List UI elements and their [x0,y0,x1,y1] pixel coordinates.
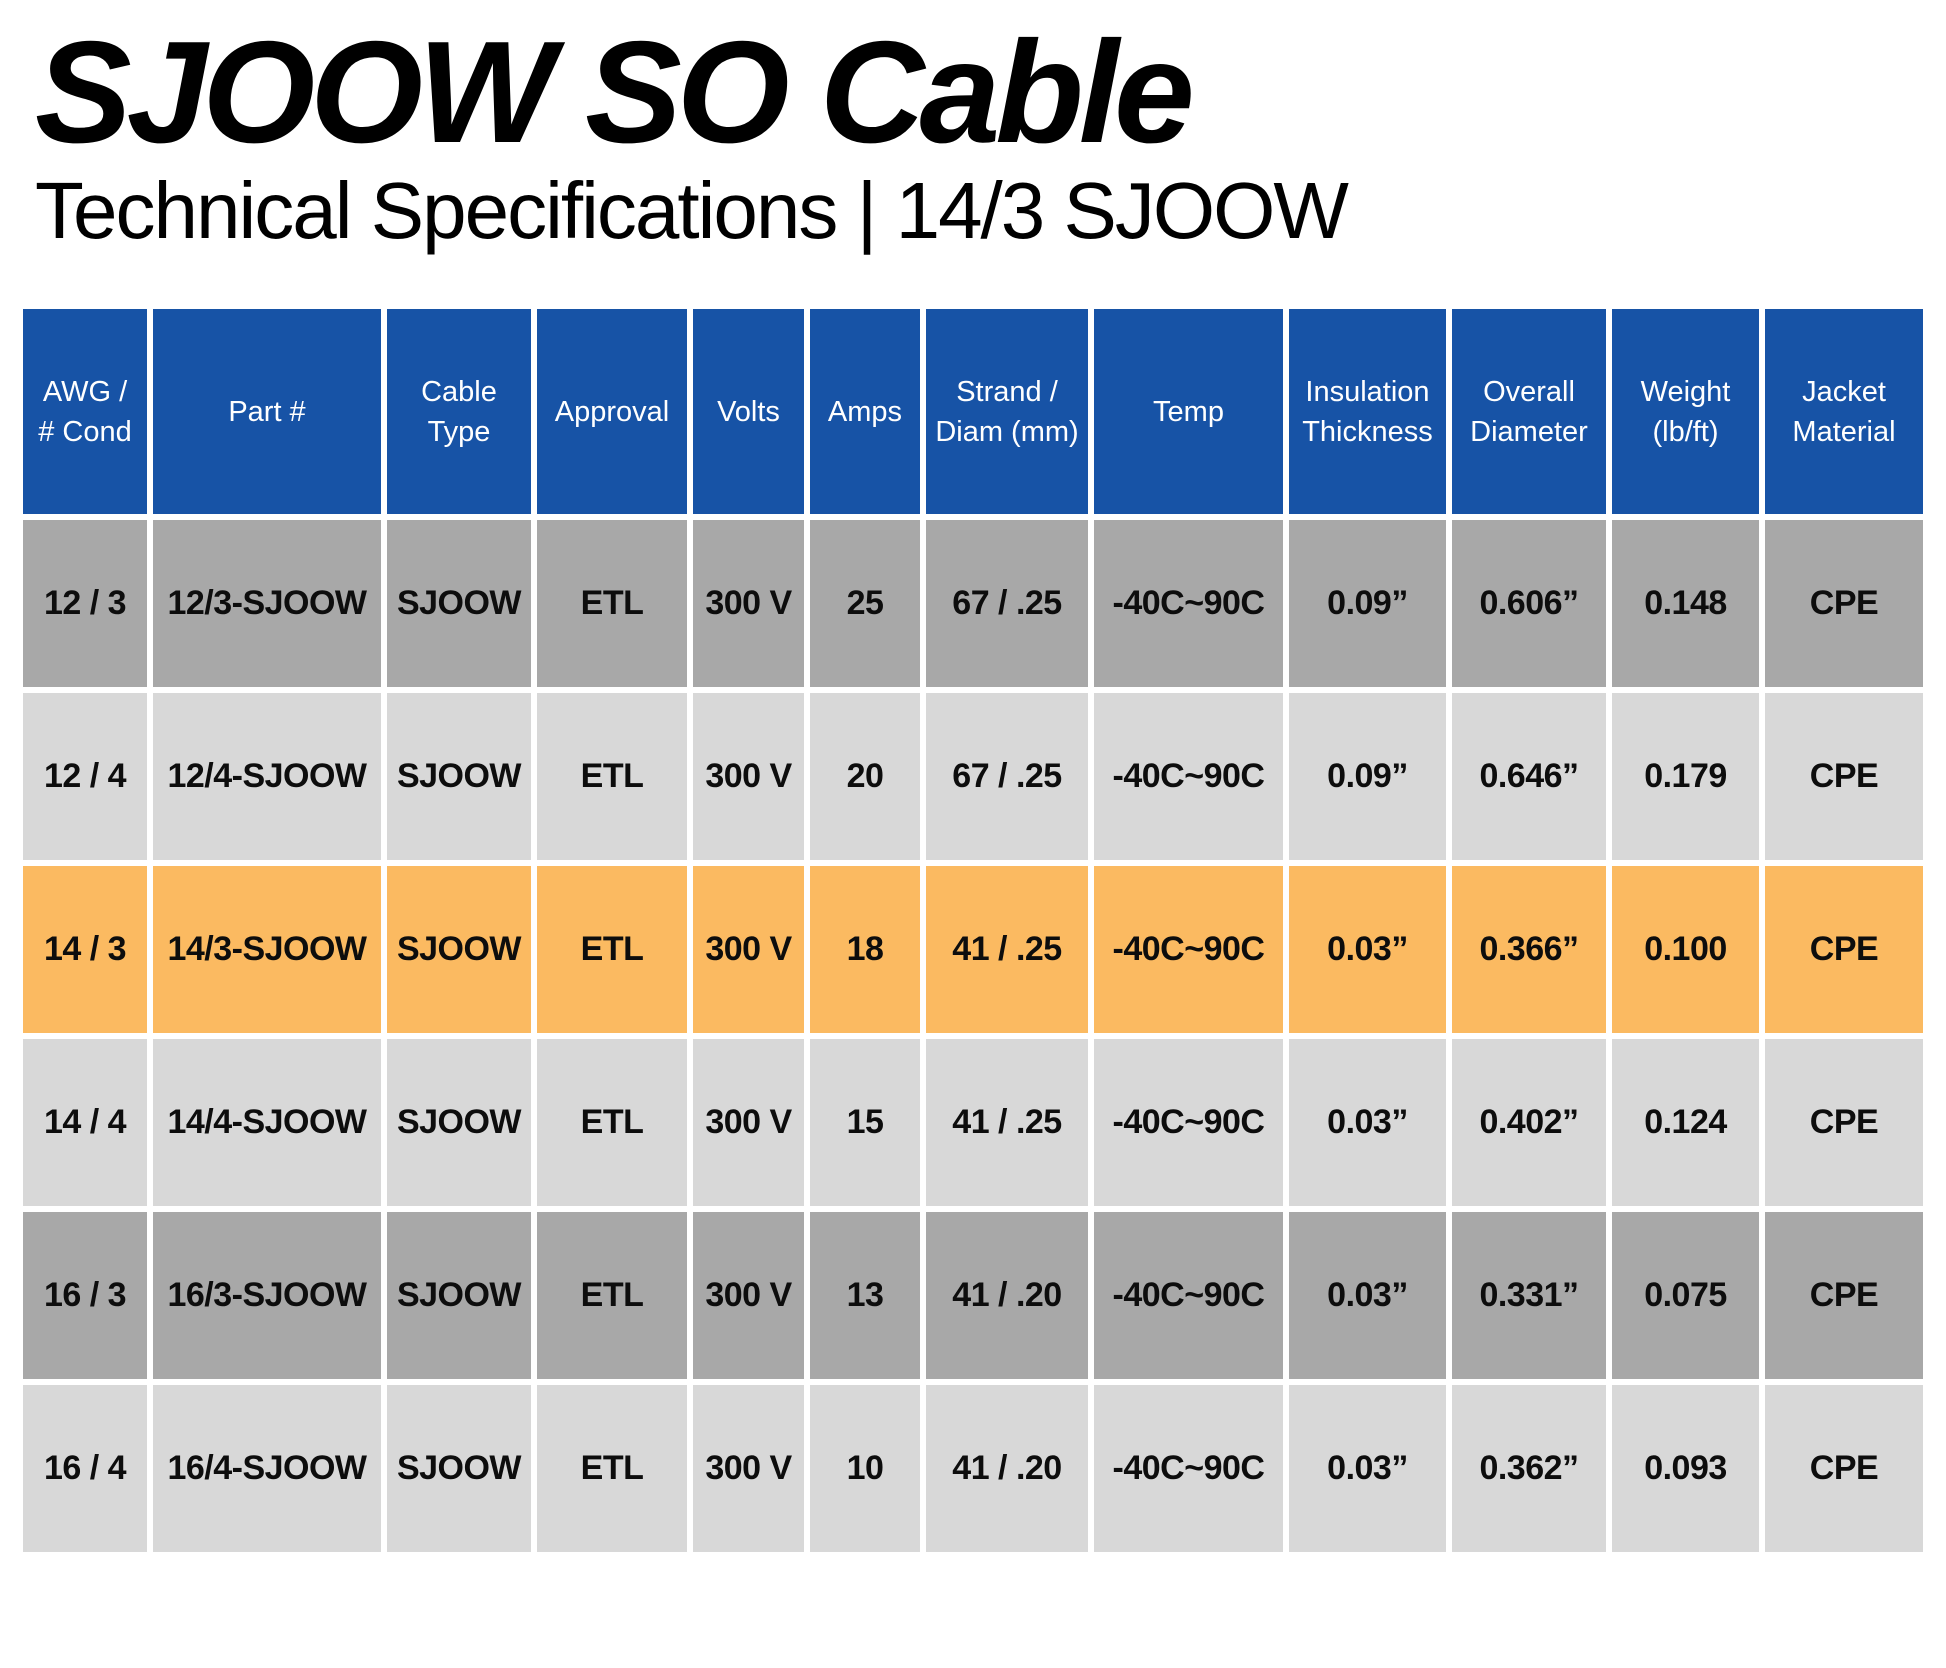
cell-cable-type: SJOOW [387,866,531,1034]
cell-amps: 25 [810,520,920,688]
cell-approval: ETL [537,520,687,688]
table-row-14-3-sjoow-highlighted: 14 / 3 14/3-SJOOW SJOOW ETL 300 V 18 41 … [23,866,1923,1034]
column-header-insulation-thickness: Insulation Thickness [1289,309,1446,515]
cell-overall-diameter: 0.331” [1452,1212,1606,1380]
cell-amps: 20 [810,693,920,861]
cell-awg-cond: 16 / 4 [23,1385,147,1553]
cell-insulation: 0.09” [1289,693,1446,861]
table-row-12-3-sjoow: 12 / 3 12/3-SJOOW SJOOW ETL 300 V 25 67 … [23,520,1923,688]
table-row-16-4-sjoow: 16 / 4 16/4-SJOOW SJOOW ETL 300 V 10 41 … [23,1385,1923,1553]
cell-volts: 300 V [693,1385,804,1553]
cell-awg-cond: 16 / 3 [23,1212,147,1380]
cell-amps: 13 [810,1212,920,1380]
table-row-12-4-sjoow: 12 / 4 12/4-SJOOW SJOOW ETL 300 V 20 67 … [23,693,1923,861]
cell-amps: 10 [810,1385,920,1553]
cell-cable-type: SJOOW [387,1039,531,1207]
cell-strand-diam: 41 / .25 [926,1039,1088,1207]
cell-approval: ETL [537,693,687,861]
table-row-16-3-sjoow: 16 / 3 16/3-SJOOW SJOOW ETL 300 V 13 41 … [23,1212,1923,1380]
cell-temp: -40C~90C [1094,693,1283,861]
cell-jacket-material: CPE [1765,1039,1923,1207]
cell-overall-diameter: 0.402” [1452,1039,1606,1207]
spec-table: AWG / # Cond Part # Cable Type Approval … [23,309,1923,1553]
cell-weight: 0.148 [1612,520,1759,688]
cell-volts: 300 V [693,1212,804,1380]
cell-volts: 300 V [693,866,804,1034]
cell-jacket-material: CPE [1765,866,1923,1034]
cell-jacket-material: CPE [1765,1212,1923,1380]
column-header-volts: Volts [693,309,804,515]
cell-weight: 0.100 [1612,866,1759,1034]
page-title: SJOOW SO Cable [35,11,1195,173]
column-header-awg-cond: AWG / # Cond [23,309,147,515]
cell-cable-type: SJOOW [387,1212,531,1380]
cell-temp: -40C~90C [1094,1039,1283,1207]
column-header-strand-diam: Strand / Diam (mm) [926,309,1088,515]
cell-awg-cond: 14 / 3 [23,866,147,1034]
column-header-part-number: Part # [153,309,381,515]
table-header-row: AWG / # Cond Part # Cable Type Approval … [23,309,1923,515]
cell-part-number: 14/3-SJOOW [153,866,381,1034]
cell-temp: -40C~90C [1094,520,1283,688]
cell-overall-diameter: 0.362” [1452,1385,1606,1553]
cell-part-number: 16/4-SJOOW [153,1385,381,1553]
cell-cable-type: SJOOW [387,1385,531,1553]
column-header-amps: Amps [810,309,920,515]
cell-strand-diam: 67 / .25 [926,520,1088,688]
column-header-temp: Temp [1094,309,1283,515]
table-row-14-4-sjoow: 14 / 4 14/4-SJOOW SJOOW ETL 300 V 15 41 … [23,1039,1923,1207]
cell-temp: -40C~90C [1094,1385,1283,1553]
cell-overall-diameter: 0.646” [1452,693,1606,861]
cell-approval: ETL [537,866,687,1034]
cell-amps: 18 [810,866,920,1034]
cell-strand-diam: 67 / .25 [926,693,1088,861]
column-header-jacket-material: Jacket Material [1765,309,1923,515]
cell-insulation: 0.03” [1289,866,1446,1034]
cell-weight: 0.075 [1612,1212,1759,1380]
cell-awg-cond: 12 / 3 [23,520,147,688]
cell-insulation: 0.03” [1289,1039,1446,1207]
cell-approval: ETL [537,1212,687,1380]
cell-jacket-material: CPE [1765,693,1923,861]
cell-temp: -40C~90C [1094,866,1283,1034]
cell-jacket-material: CPE [1765,1385,1923,1553]
cell-part-number: 14/4-SJOOW [153,1039,381,1207]
cell-volts: 300 V [693,693,804,861]
cell-strand-diam: 41 / .20 [926,1212,1088,1380]
cell-overall-diameter: 0.366” [1452,866,1606,1034]
cell-cable-type: SJOOW [387,520,531,688]
column-header-weight: Weight (lb/ft) [1612,309,1759,515]
column-header-overall-diameter: Overall Diameter [1452,309,1606,515]
cell-weight: 0.124 [1612,1039,1759,1207]
cell-overall-diameter: 0.606” [1452,520,1606,688]
cell-awg-cond: 14 / 4 [23,1039,147,1207]
cell-weight: 0.179 [1612,693,1759,861]
cell-cable-type: SJOOW [387,693,531,861]
cell-strand-diam: 41 / .20 [926,1385,1088,1553]
cell-strand-diam: 41 / .25 [926,866,1088,1034]
column-header-cable-type: Cable Type [387,309,531,515]
cell-temp: -40C~90C [1094,1212,1283,1380]
cell-insulation: 0.09” [1289,520,1446,688]
column-header-approval: Approval [537,309,687,515]
cell-amps: 15 [810,1039,920,1207]
page-subtitle: Technical Specifications | 14/3 SJOOW [35,166,1349,256]
cell-approval: ETL [537,1039,687,1207]
cell-volts: 300 V [693,520,804,688]
cell-weight: 0.093 [1612,1385,1759,1553]
cell-part-number: 12/4-SJOOW [153,693,381,861]
cell-part-number: 12/3-SJOOW [153,520,381,688]
cell-approval: ETL [537,1385,687,1553]
cell-volts: 300 V [693,1039,804,1207]
cell-part-number: 16/3-SJOOW [153,1212,381,1380]
cell-jacket-material: CPE [1765,520,1923,688]
cell-insulation: 0.03” [1289,1212,1446,1380]
cell-insulation: 0.03” [1289,1385,1446,1553]
cell-awg-cond: 12 / 4 [23,693,147,861]
